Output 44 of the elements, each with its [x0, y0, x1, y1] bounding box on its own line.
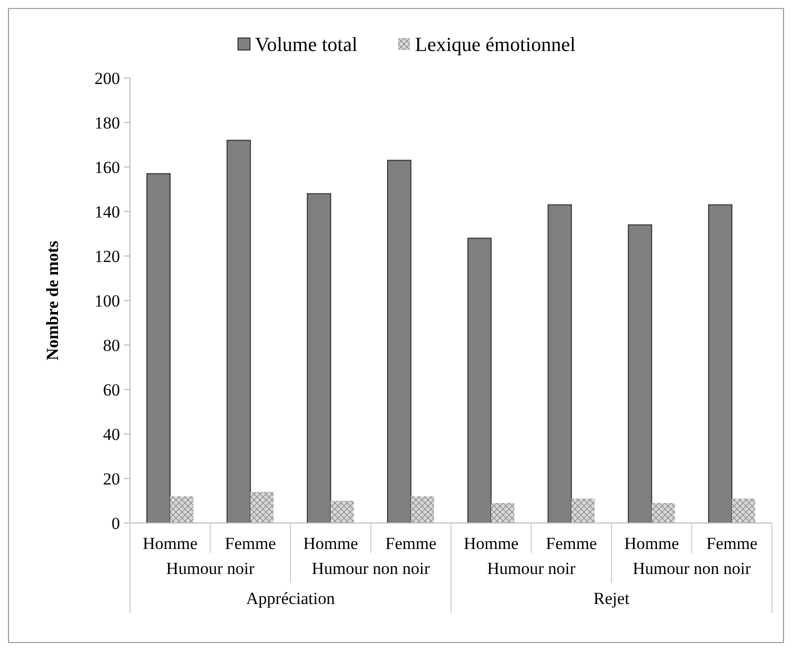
bar [548, 204, 572, 524]
y-tick-label: 20 [103, 469, 120, 488]
text: Humour non noir [632, 558, 752, 578]
bar [732, 498, 756, 523]
x-tick-label: Femme [546, 534, 597, 553]
bar [306, 193, 332, 524]
text: Humour noir [166, 558, 255, 578]
text: Humour noir [487, 558, 576, 578]
x-tick-label: Femme [224, 534, 276, 553]
bar [652, 502, 675, 523]
x-tick-label: Homme [464, 534, 519, 553]
bar [330, 500, 354, 523]
bar [628, 224, 652, 524]
legend-label: Volume total [255, 34, 358, 56]
text: Humour non noir [312, 558, 430, 578]
y-tick-label: 180 [94, 113, 120, 132]
y-tick-label: 100 [94, 291, 120, 310]
x-tick-label: Homme [303, 534, 358, 553]
y-tick-label: 60 [103, 380, 120, 400]
bar [226, 140, 251, 524]
bar [571, 498, 595, 523]
bar [387, 160, 412, 524]
bar [708, 204, 732, 524]
y-tick-label: 160 [94, 158, 120, 177]
legend-label: Lexique émotionnel [415, 34, 576, 56]
bar [467, 238, 492, 524]
y-axis-title: Nombre de mots [43, 240, 62, 360]
y-tick-label: 0 [112, 514, 120, 533]
y-tick-label: 200 [94, 68, 120, 88]
x-tick-label: Homme [624, 534, 680, 553]
y-tick-label: 140 [94, 202, 120, 222]
y-tick-label: 120 [94, 246, 120, 266]
bar [170, 496, 194, 523]
x-tick-label: Femme [706, 534, 758, 553]
y-tick-label: 40 [103, 424, 120, 444]
bar [410, 496, 434, 523]
x-tick-label: Homme [142, 534, 198, 553]
text: Appréciation [246, 588, 336, 608]
bar [491, 502, 514, 523]
bar [250, 492, 274, 523]
bar [146, 173, 171, 524]
y-tick-label: 80 [103, 336, 120, 355]
x-tick-label: Femme [385, 534, 436, 553]
text: Rejet [594, 588, 630, 608]
